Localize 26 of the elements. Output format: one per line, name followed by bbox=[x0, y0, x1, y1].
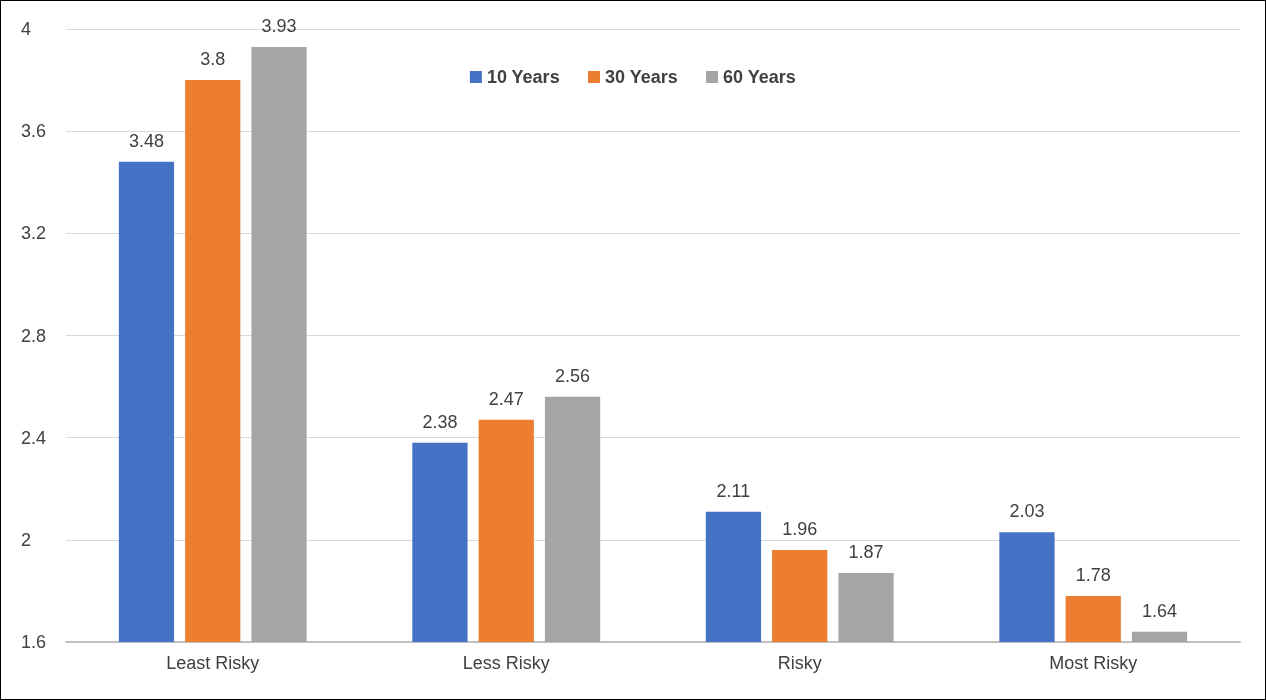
data-label: 3.48 bbox=[128, 130, 164, 151]
data-label: 3.93 bbox=[261, 15, 297, 36]
legend-label: 10 Years bbox=[486, 67, 560, 87]
y-tick-label: 2.4 bbox=[21, 427, 47, 448]
x-tick-label: Most Risky bbox=[1049, 653, 1138, 673]
data-label: 2.03 bbox=[1009, 501, 1045, 522]
legend-label: 30 Years bbox=[604, 67, 678, 87]
data-label: 1.96 bbox=[782, 519, 818, 540]
data-label: 2.38 bbox=[422, 411, 458, 432]
y-tick-label: 2 bbox=[21, 529, 32, 550]
data-label: 1.64 bbox=[1142, 600, 1178, 621]
x-tick-label: Least Risky bbox=[166, 653, 260, 673]
y-tick-label: 3.6 bbox=[21, 121, 47, 142]
data-label: 1.87 bbox=[848, 542, 884, 563]
y-tick-label: 4 bbox=[21, 19, 32, 39]
x-tick-label: Less Risky bbox=[462, 653, 550, 673]
data-label: 3.8 bbox=[200, 49, 226, 70]
data-label: 1.78 bbox=[1075, 565, 1111, 586]
y-tick-label: 1.6 bbox=[21, 632, 47, 652]
data-label: 2.56 bbox=[555, 365, 591, 386]
y-tick-label: 2.8 bbox=[21, 325, 47, 346]
legend-label: 60 Years bbox=[723, 67, 796, 87]
y-tick-label: 3.2 bbox=[21, 223, 47, 244]
data-label: 2.47 bbox=[488, 388, 524, 409]
data-label: 2.11 bbox=[716, 480, 751, 501]
x-tick-label: Risky bbox=[777, 653, 822, 673]
